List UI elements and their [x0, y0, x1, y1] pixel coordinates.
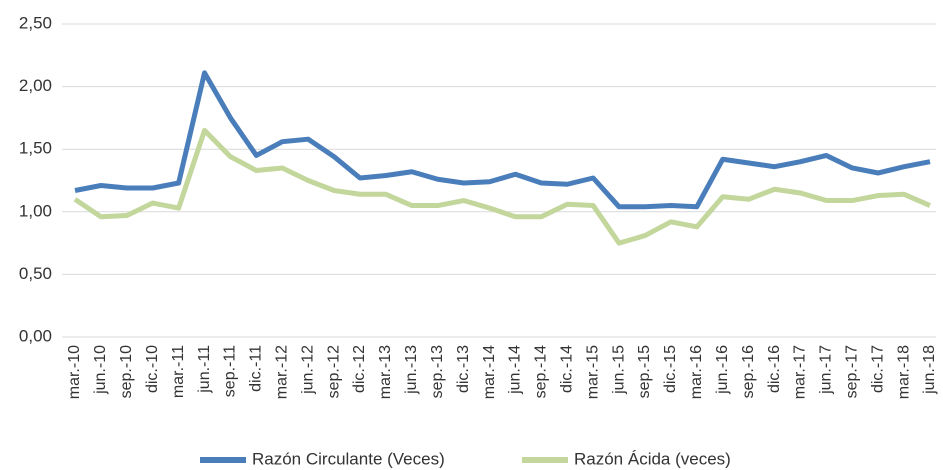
legend-label: Razón Ácida (veces) — [574, 449, 731, 468]
x-tick-label: jun.-10 — [92, 345, 109, 395]
x-tick-label: jun.-17 — [818, 345, 835, 395]
x-tick-label: mar.-13 — [377, 345, 394, 399]
x-tick-label: dic.-11 — [248, 345, 265, 392]
x-tick-label: mar.-16 — [688, 345, 705, 399]
x-tick-label: mar.-17 — [792, 345, 809, 399]
x-tick-label: sep.-11 — [222, 345, 239, 397]
x-tick-label: jun.-12 — [299, 345, 316, 395]
x-tick-label: sep.-15 — [636, 345, 653, 398]
x-tick-label: mar.-18 — [895, 345, 912, 399]
x-tick-label: dic.-17 — [869, 345, 886, 393]
x-tick-label: jun.-15 — [610, 345, 627, 395]
x-tick-label: jun.-18 — [921, 345, 938, 395]
x-tick-label: dic.-10 — [144, 345, 161, 393]
y-tick-label: 2,50 — [19, 13, 52, 32]
x-tick-label: mar.-14 — [481, 345, 498, 399]
x-tick-label: sep.-13 — [429, 345, 446, 398]
x-tick-label: mar.-10 — [66, 345, 83, 399]
x-tick-label: mar.-12 — [273, 345, 290, 399]
legend-label: Razón Circulante (Veces) — [252, 449, 445, 468]
x-tick-label: dic.-12 — [351, 345, 368, 393]
x-tick-label: jun.-13 — [403, 345, 420, 395]
x-tick-label: sep.-17 — [843, 345, 860, 398]
y-tick-label: 1,00 — [19, 201, 52, 220]
y-tick-label: 0,50 — [19, 264, 52, 283]
x-tick-label: sep.-10 — [118, 345, 135, 398]
series-line — [73, 127, 931, 246]
x-tick-label: dic.-14 — [558, 345, 575, 393]
x-tick-label: dic.-15 — [662, 345, 679, 393]
x-tick-label: dic.-16 — [766, 345, 783, 393]
x-tick-label: sep.-14 — [533, 345, 550, 398]
x-tick-label: mar.-15 — [584, 345, 601, 399]
x-tick-label: mar.-11 — [170, 345, 187, 398]
x-tick-label: jun.-14 — [507, 345, 524, 395]
x-tick-label: sep.-12 — [325, 345, 342, 398]
x-tick-label: jun.-16 — [714, 345, 731, 395]
x-tick-label: sep.-16 — [740, 345, 757, 398]
y-tick-label: 0,00 — [19, 326, 52, 345]
x-tick-label: jun.-11 — [196, 345, 213, 394]
x-tick-label: dic.-13 — [455, 345, 472, 393]
y-tick-label: 1,50 — [19, 139, 52, 158]
y-tick-label: 2,00 — [19, 76, 52, 95]
series-line — [74, 70, 931, 210]
